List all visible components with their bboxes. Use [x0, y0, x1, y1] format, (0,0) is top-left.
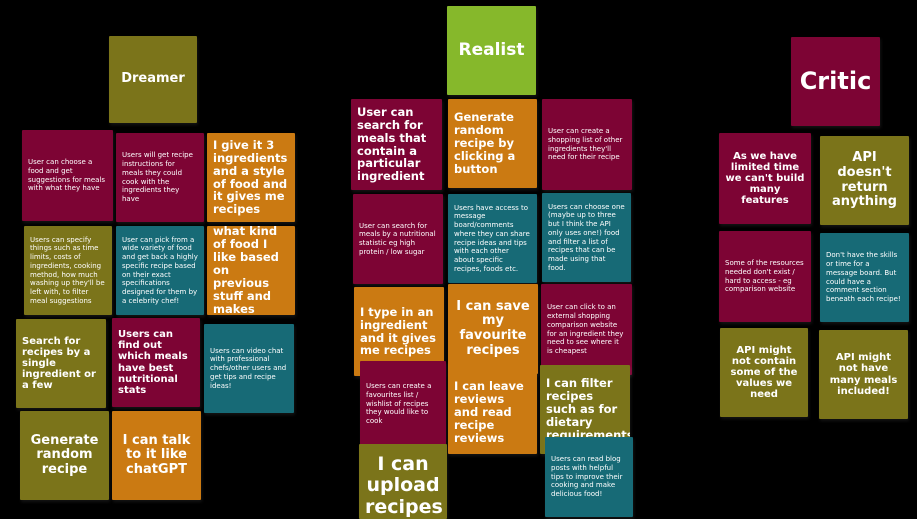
sticky-note[interactable]: API doesn't return anything	[820, 136, 909, 225]
sticky-note[interactable]: Generate random recipe	[20, 411, 109, 500]
sticky-note[interactable]: Users will get recipe instructions for m…	[116, 133, 204, 222]
sticky-note[interactable]: User can search for meals that contain a…	[351, 99, 442, 190]
sticky-note[interactable]: Users can video chat with professional c…	[204, 324, 294, 413]
sticky-note[interactable]: I give it 3 ingredients and a style of f…	[207, 133, 295, 222]
sticky-note[interactable]: As we have limited time we can't build m…	[719, 133, 811, 224]
sticky-note[interactable]: I can leave reviews and read recipe revi…	[448, 371, 537, 454]
sticky-note[interactable]: User can create a shopping list of other…	[542, 99, 632, 190]
sticky-note[interactable]: Users can read blog posts with helpful t…	[545, 437, 633, 517]
sticky-note[interactable]: API might not have many meals included!	[819, 330, 908, 419]
realist-header[interactable]: Realist	[447, 6, 536, 95]
sticky-note[interactable]: User can search for meals by a nutrition…	[353, 194, 443, 284]
sticky-note[interactable]: Generate random recipe by clicking a but…	[448, 99, 537, 188]
sticky-note[interactable]: Don't have the skills or time for a mess…	[820, 233, 909, 322]
dreamer-title: Dreamer	[121, 71, 185, 87]
sticky-note[interactable]: It knows what kind of food I like based …	[207, 226, 295, 315]
sticky-note[interactable]: User can choose a food and get suggestio…	[22, 130, 113, 221]
sticky-note[interactable]: I can talk to it like chatGPT	[112, 411, 201, 500]
sticky-note[interactable]: Users can create a favourites list / wis…	[360, 361, 446, 447]
sticky-note[interactable]: Users can find out which meals have best…	[112, 318, 200, 407]
sticky-note[interactable]: User can pick from a wide variety of foo…	[116, 226, 204, 315]
sticky-note[interactable]: I can save my favourite recipes	[448, 284, 538, 374]
sticky-note[interactable]: Some of the resources needed don't exist…	[719, 231, 811, 322]
dreamer-header[interactable]: Dreamer	[109, 36, 197, 123]
sticky-note[interactable]: Users can specify things such as time li…	[24, 226, 112, 315]
sticky-note[interactable]: User can click to an external shopping c…	[541, 284, 632, 375]
critic-header[interactable]: Critic	[791, 37, 880, 126]
sticky-note[interactable]: API might not contain some of the values…	[720, 328, 808, 417]
sticky-note[interactable]: Users can choose one (maybe up to three …	[542, 193, 631, 282]
critic-title: Critic	[799, 67, 872, 96]
sticky-note[interactable]: Users have access to message board/comme…	[448, 194, 537, 283]
sticky-note[interactable]: Search for recipes by a single ingredien…	[16, 319, 106, 408]
sticky-note[interactable]: I can upload recipes	[359, 444, 447, 519]
realist-title: Realist	[458, 39, 525, 60]
